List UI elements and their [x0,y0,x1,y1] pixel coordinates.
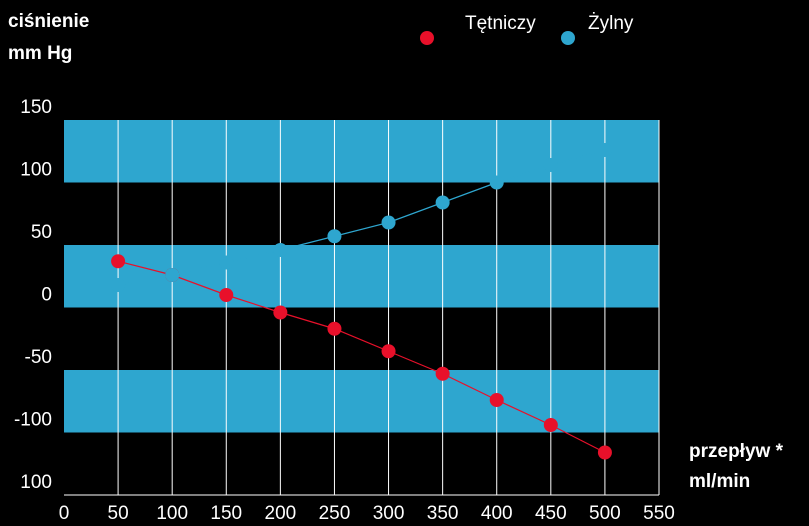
x-tick-label: 350 [427,503,459,524]
y-tick-label: 100 [20,472,52,493]
band [64,370,659,433]
x-axis-label: ml/min [689,471,750,492]
point [219,288,234,302]
legend-marker [420,31,434,45]
x-tick-label: 250 [319,503,351,524]
point [543,418,558,432]
x-tick-label: 300 [373,503,405,524]
point [381,215,396,230]
point [597,143,612,157]
x-tick-label: 50 [108,503,129,524]
point [273,305,288,320]
x-tick-label: 400 [481,503,513,524]
series-line [117,260,606,454]
y-axis-label: mm Hg [8,43,72,64]
legend-marker [561,31,575,45]
point [327,229,342,244]
y-tick-label: -50 [25,347,52,368]
point [273,243,288,257]
x-tick-label: 0 [59,503,70,524]
y-tick-label: -100 [14,410,52,431]
x-tick-label: 100 [156,503,188,524]
y-tick-label: 100 [20,160,52,181]
point [489,175,504,190]
legend-label: Żylny [588,13,634,34]
band [64,120,659,183]
legend-label: Tętniczy [465,13,536,34]
point [435,195,450,210]
x-tick-label: 500 [589,503,621,524]
y-axis-label: ciśnienie [8,11,89,32]
y-tick-label: 0 [41,285,52,306]
point [111,254,126,269]
point [543,158,558,172]
point [327,321,342,336]
x-tick-label: 550 [643,503,675,524]
x-axis-label: przepływ * [689,441,784,462]
point [597,445,612,460]
point [489,393,504,407]
point [165,268,180,282]
y-tick-label: 150 [20,97,52,118]
x-tick-label: 150 [210,503,242,524]
point [435,366,450,381]
y-tick-label: 50 [31,222,52,243]
x-tick-label: 450 [535,503,567,524]
series-line [117,149,606,286]
band [64,245,659,308]
x-tick-label: 200 [265,503,297,524]
point [111,278,126,292]
point [381,344,396,359]
point [219,255,234,270]
